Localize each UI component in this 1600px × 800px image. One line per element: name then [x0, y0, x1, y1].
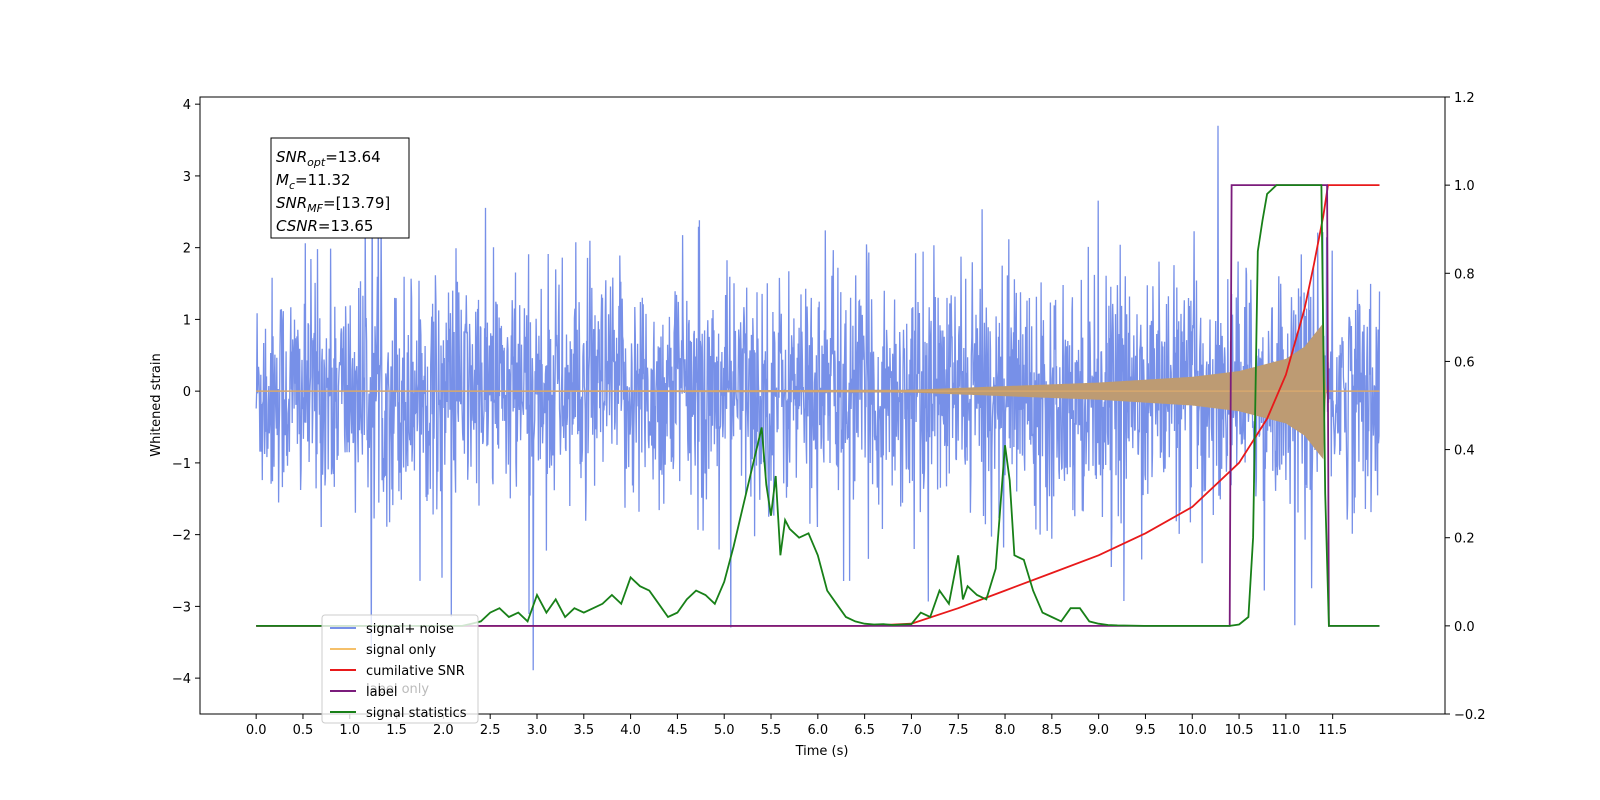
x-tick-label: 6.0 [807, 723, 828, 738]
y2-tick-label: 0.2 [1454, 532, 1475, 547]
series-signal-noise-line [255, 125, 1381, 671]
y2-tick-label: 1.0 [1454, 179, 1475, 194]
x-tick-label: 7.5 [948, 723, 969, 738]
series-cumilative-snr-line [256, 184, 1380, 627]
annotation-line: Mc=11.32 [276, 171, 351, 192]
x-axis-ticks: 0.0 0.5 1.0 1.5 2.0 2.5 3.0 3.5 4.0 4.5 5.0 5.5 6.0 6… [246, 714, 1347, 738]
plot-frame [199, 96, 1446, 715]
y-tick-label: 0 [183, 385, 191, 400]
y2-tick-label: 1.2 [1454, 91, 1475, 106]
x-tick-label: 2.5 [480, 723, 501, 738]
x-tick-label: 4.0 [620, 723, 641, 738]
y-tick-label: 1 [183, 313, 191, 328]
y-tick-label: −1 [172, 457, 191, 472]
x-tick-label: 0.5 [293, 723, 314, 738]
x-tick-label: 8.0 [995, 723, 1016, 738]
annotation-line: SNRopt=13.64 [276, 148, 381, 169]
y-tick-label: 2 [183, 242, 191, 257]
x-tick-label: 3.5 [573, 723, 594, 738]
x-tick-label: 10.0 [1178, 723, 1207, 738]
y2-tick-label: 0.8 [1454, 267, 1475, 282]
y-tick-label: 4 [183, 98, 191, 113]
x-tick-label: 8.5 [1041, 723, 1062, 738]
legend-frame [321, 614, 479, 724]
legend-entry-label: signal statistics [366, 706, 467, 721]
y-tick-label: −4 [172, 672, 191, 687]
x-tick-label: 10.5 [1225, 723, 1254, 738]
legend-ghost-text: label only [366, 682, 429, 697]
y2-tick-label: 0.6 [1454, 355, 1475, 370]
x-tick-label: 5.5 [761, 723, 782, 738]
y2-axis-ticks: −0.2 0.0 0.2 0.4 0.6 0.8 1.0 1.2 [1445, 91, 1486, 723]
x-axis-label: Time (s) [795, 744, 849, 759]
x-tick-label: 9.5 [1135, 723, 1156, 738]
x-tick-label: 3.0 [527, 723, 548, 738]
x-tick-label: 11.0 [1271, 723, 1300, 738]
y2-tick-label: 0.4 [1454, 444, 1475, 459]
legend-entry-label: label [366, 685, 397, 700]
x-tick-label: 2.0 [433, 723, 454, 738]
y-tick-label: −3 [172, 600, 191, 615]
x-tick-label: 5.0 [714, 723, 735, 738]
legend: label only signal+ noise signal only cumila… [321, 614, 479, 724]
x-tick-label: 9.0 [1088, 723, 1109, 738]
y-axis-label: Whitened strain [149, 353, 164, 456]
y-tick-label: 3 [183, 170, 191, 185]
legend-entry-label: signal only [366, 643, 436, 658]
series-layer [255, 125, 1381, 671]
x-tick-label: 4.5 [667, 723, 688, 738]
legend-entry-label: cumilative SNR [366, 664, 465, 679]
y2-tick-label: 0.0 [1454, 620, 1475, 635]
y-tick-label: −2 [172, 529, 191, 544]
annotation-line: SNRMF=[13.79] [276, 194, 390, 215]
series-signal-statistics-line [256, 184, 1380, 627]
x-tick-label: 11.5 [1318, 723, 1347, 738]
x-tick-label: 1.0 [339, 723, 360, 738]
x-tick-label: 1.5 [386, 723, 407, 738]
x-tick-label: 7.0 [901, 723, 922, 738]
y2-tick-label: −0.2 [1454, 708, 1486, 723]
legend-entry-label: signal+ noise [366, 622, 454, 637]
annotation-frame [270, 137, 410, 239]
x-tick-label: 6.5 [854, 723, 875, 738]
y-axis-ticks: −4 −3 −2 −1 0 1 2 3 4 [172, 98, 200, 687]
x-tick-label: 0.0 [246, 723, 267, 738]
annotation-line: CSNR=13.65 [276, 217, 373, 235]
